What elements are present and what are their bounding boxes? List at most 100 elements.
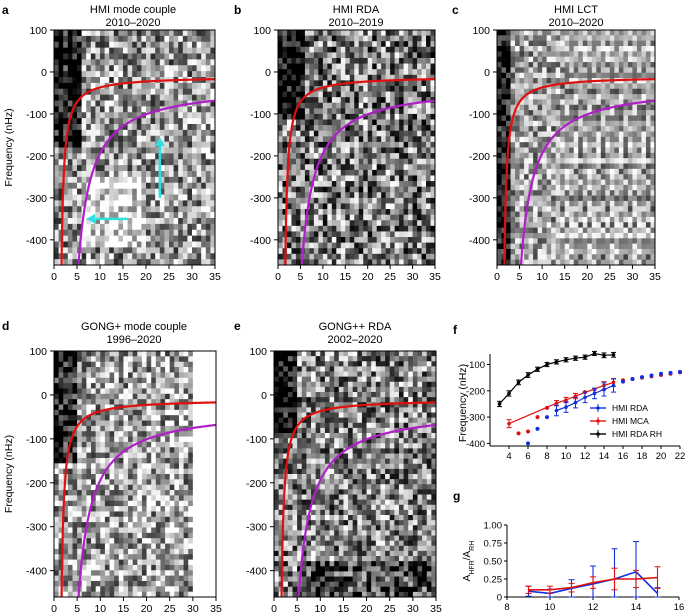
heatmap-cell bbox=[408, 57, 413, 64]
x-tick-label: 20 bbox=[581, 271, 593, 283]
heatmap-cell bbox=[641, 56, 647, 63]
heatmap-cell bbox=[295, 248, 301, 255]
heatmap-cell bbox=[127, 165, 133, 172]
heatmap-cell bbox=[636, 30, 642, 36]
heatmap-cell bbox=[146, 106, 151, 113]
heatmap-cell bbox=[555, 131, 561, 138]
heatmap-cell bbox=[300, 153, 306, 160]
heatmap-cell bbox=[421, 136, 427, 143]
heatmap-cell bbox=[408, 52, 413, 59]
heatmap-cell bbox=[385, 186, 391, 193]
heatmap-cell bbox=[81, 247, 87, 254]
heatmap-cell bbox=[537, 147, 543, 154]
heatmap-cell bbox=[192, 59, 197, 66]
heatmap-cell bbox=[340, 97, 346, 104]
heatmap-cell bbox=[318, 214, 324, 221]
heatmap-cell bbox=[169, 247, 174, 254]
heatmap-cell bbox=[178, 223, 184, 231]
heatmap-cell bbox=[609, 136, 615, 143]
heatmap-cell bbox=[376, 214, 382, 221]
heatmap-cell bbox=[278, 125, 283, 132]
heatmap-cell bbox=[385, 242, 391, 249]
heatmap-cell bbox=[497, 115, 502, 122]
heatmap-cell bbox=[322, 46, 328, 53]
heatmap-cell bbox=[412, 181, 418, 188]
heatmap-cell bbox=[587, 190, 593, 196]
heatmap-cell bbox=[63, 383, 69, 389]
heatmap-cell bbox=[358, 203, 364, 210]
heatmap-cell bbox=[178, 53, 184, 60]
heatmap-cell bbox=[304, 46, 310, 53]
heatmap-cell bbox=[118, 229, 124, 237]
heatmap-cell bbox=[605, 211, 611, 218]
heatmap-cell bbox=[155, 30, 161, 37]
heatmap-cell bbox=[510, 40, 516, 47]
heatmap-cell bbox=[408, 74, 413, 81]
heatmap-cell bbox=[309, 136, 315, 143]
heatmap-cell bbox=[430, 225, 435, 232]
heatmap-cell bbox=[546, 67, 552, 74]
heatmap-cell bbox=[81, 88, 87, 96]
heatmap-cell bbox=[72, 495, 78, 502]
heatmap-cell bbox=[278, 80, 283, 87]
heatmap-cell bbox=[501, 56, 507, 63]
heatmap-cell bbox=[169, 235, 174, 242]
heatmap-cell bbox=[58, 522, 64, 528]
heatmap-cell bbox=[417, 237, 422, 244]
heatmap-cell bbox=[363, 130, 369, 137]
heatmap-cell bbox=[412, 203, 418, 210]
heatmap-cell bbox=[86, 106, 92, 113]
heatmap-cell bbox=[596, 200, 602, 207]
heatmap-cell bbox=[104, 194, 110, 201]
heatmap-cell bbox=[600, 238, 606, 245]
heatmap-cell bbox=[569, 200, 575, 207]
heatmap-cell bbox=[331, 225, 337, 232]
heatmap-cell bbox=[91, 580, 97, 587]
heatmap-cell bbox=[187, 206, 193, 213]
heatmap-cell bbox=[376, 158, 382, 165]
heatmap-cell bbox=[623, 216, 629, 223]
heatmap-cell bbox=[295, 97, 301, 104]
heatmap-cell bbox=[596, 72, 602, 79]
heatmap-cell bbox=[132, 41, 138, 49]
heatmap-cell bbox=[385, 192, 391, 199]
heatmap-cell bbox=[354, 197, 360, 204]
heatmap-cell bbox=[578, 184, 584, 191]
heatmap-cell bbox=[363, 119, 369, 126]
heatmap-cell bbox=[127, 223, 133, 231]
heatmap-cell bbox=[201, 118, 207, 125]
heatmap-cell bbox=[399, 158, 404, 165]
heatmap-cell bbox=[278, 220, 283, 227]
heatmap-cell bbox=[54, 112, 59, 119]
heatmap-cell bbox=[555, 184, 561, 191]
heatmap-cell bbox=[551, 238, 557, 245]
heatmap-cell bbox=[381, 214, 387, 221]
heatmap-cell bbox=[417, 153, 422, 160]
heatmap-cell bbox=[376, 74, 382, 81]
heatmap-cell bbox=[573, 120, 579, 127]
heatmap-cell bbox=[327, 69, 333, 76]
heatmap-cell bbox=[600, 30, 606, 36]
heatmap-cell bbox=[376, 35, 382, 42]
x-tick-label: 25 bbox=[384, 271, 396, 283]
heatmap-cell bbox=[578, 163, 584, 170]
heatmap-cell bbox=[104, 65, 110, 72]
heatmap-cell bbox=[645, 115, 651, 122]
heatmap-cell bbox=[118, 41, 124, 49]
heatmap-cell bbox=[127, 206, 133, 213]
heatmap-cell bbox=[555, 206, 561, 212]
heatmap-cell bbox=[95, 356, 101, 363]
heatmap-cell bbox=[636, 152, 642, 159]
heatmap-cell bbox=[501, 78, 507, 84]
heatmap-cell bbox=[54, 564, 60, 571]
heatmap-cell bbox=[72, 452, 78, 459]
heatmap-cell bbox=[58, 47, 64, 54]
heatmap-cell bbox=[358, 158, 364, 165]
heatmap-cell bbox=[63, 41, 69, 49]
heatmap-cell bbox=[403, 153, 409, 160]
heatmap-cell bbox=[150, 141, 156, 148]
heatmap-cell bbox=[564, 104, 570, 111]
heatmap-cell bbox=[354, 186, 360, 193]
heatmap-cell bbox=[421, 248, 427, 255]
heatmap-cell bbox=[645, 56, 651, 63]
